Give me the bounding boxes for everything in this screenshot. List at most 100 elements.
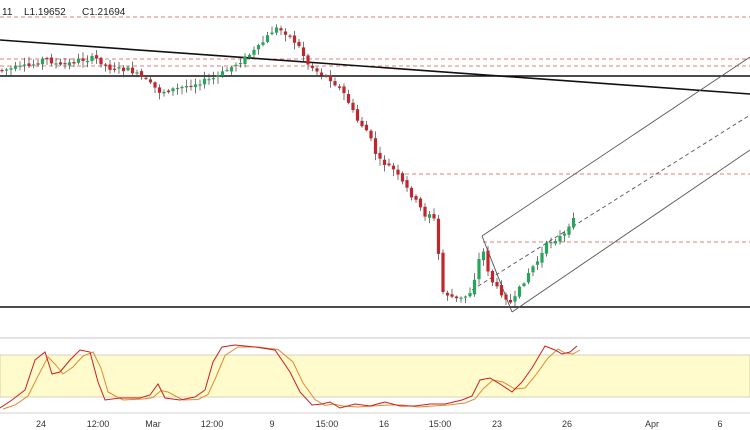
channel-upper-line xyxy=(481,56,750,237)
candle-body-down xyxy=(292,35,297,43)
candle-body-up xyxy=(229,67,234,72)
candle-body-up xyxy=(481,251,486,261)
candle-body-down xyxy=(373,138,378,154)
candle-body-up xyxy=(90,56,94,61)
candle-body-up xyxy=(180,87,184,89)
candle-body-down xyxy=(112,68,117,70)
x-tick-label: 23 xyxy=(492,419,502,429)
candle-body-up xyxy=(526,273,531,283)
candle-body-down xyxy=(450,294,454,297)
candle-body-down xyxy=(279,28,283,31)
candle-body-down xyxy=(432,214,436,219)
stochastic-panel xyxy=(0,337,750,410)
candle-body-down xyxy=(441,252,445,292)
candle-body-up xyxy=(261,42,265,45)
x-tick-label: 15:00 xyxy=(429,419,452,429)
candle-body-up xyxy=(427,214,432,218)
candle-body-up xyxy=(243,56,247,64)
candle-body-down xyxy=(45,58,49,60)
candle-body-down xyxy=(486,250,490,272)
candle-body-down xyxy=(72,62,76,64)
candle-body-up xyxy=(468,293,472,297)
candle-body-up xyxy=(513,296,517,302)
candle-body-up xyxy=(531,266,535,273)
x-tick-label: 24 xyxy=(36,419,46,429)
descending-trendline xyxy=(0,39,750,95)
candle-body-down xyxy=(360,120,364,127)
candle-body-down xyxy=(103,64,108,66)
candle-body-down xyxy=(382,159,387,165)
candle-body-up xyxy=(198,84,202,86)
candle-body-up xyxy=(463,296,468,298)
ohlc-value: 11 xyxy=(2,7,13,18)
candle-body-down xyxy=(400,173,405,182)
candle-body-up xyxy=(13,66,18,69)
x-tick-label: 26 xyxy=(562,419,572,429)
candle-body-up xyxy=(85,60,90,63)
candle-body-up xyxy=(459,297,463,299)
candle-body-up xyxy=(544,242,549,254)
candle-body-up xyxy=(252,49,256,55)
x-axis: 24 12:00 Mar 12:00 9 15:00 16 15:00 23 2… xyxy=(0,412,750,429)
candle-body-up xyxy=(4,69,9,71)
stochastic-k-line xyxy=(0,344,578,409)
x-tick-label: 12:00 xyxy=(87,419,110,429)
candle-body-up xyxy=(162,91,166,94)
candle-body-up xyxy=(211,78,216,80)
candle-body-up xyxy=(567,226,571,235)
candle-body-down xyxy=(0,70,4,72)
candle-body-down xyxy=(355,109,360,121)
candle-body-up xyxy=(270,32,274,35)
candle-body-down xyxy=(495,282,499,287)
candle-body-up xyxy=(247,54,252,58)
candle-body-down xyxy=(504,294,508,300)
candle-body-up xyxy=(76,59,81,63)
candle-body-down xyxy=(454,296,459,299)
candle-body-up xyxy=(274,27,279,33)
x-tick-label: Mar xyxy=(145,419,161,429)
candle-body-up xyxy=(472,279,477,295)
candle-body-up xyxy=(18,65,22,67)
candle-body-down xyxy=(369,130,373,139)
candle-body-down xyxy=(310,65,315,69)
candle-body-down xyxy=(148,79,153,83)
candle-body-up xyxy=(184,86,189,88)
candle-body-down xyxy=(333,81,337,86)
candle-body-down xyxy=(391,165,396,170)
candle-body-up xyxy=(171,88,175,92)
candle-body-down xyxy=(346,94,351,103)
x-tick-label: 9 xyxy=(269,419,274,429)
candle-body-down xyxy=(418,198,423,208)
candle-body-down xyxy=(288,35,292,37)
candle-body-down xyxy=(121,67,126,72)
candle-body-up xyxy=(535,261,540,265)
candle-body-up xyxy=(31,64,36,66)
candle-body-up xyxy=(135,72,139,74)
candle-body-down xyxy=(139,71,144,77)
horizontal-dashed-levels xyxy=(0,16,750,243)
x-tick-label: 6 xyxy=(717,419,722,429)
candle-body-down xyxy=(49,57,54,64)
candle-body-down xyxy=(508,299,513,303)
ohlc-value: C1.21694 xyxy=(82,7,126,18)
support-resistance-lines xyxy=(0,39,750,308)
candle-body-down xyxy=(144,77,148,79)
candle-body-down xyxy=(378,152,382,159)
candle-body-down xyxy=(94,55,99,59)
candle-body-up xyxy=(126,67,130,71)
x-tick-label: Apr xyxy=(645,419,659,429)
candle-body-up xyxy=(117,67,121,69)
candle-body-up xyxy=(562,233,567,236)
candle-body-down xyxy=(81,58,85,61)
candle-body-up xyxy=(193,84,198,88)
candle-body-down xyxy=(315,68,319,72)
candle-body-down xyxy=(337,86,342,88)
candle-body-down xyxy=(157,87,162,93)
candle-body-up xyxy=(220,71,225,76)
candle-body-down xyxy=(396,169,400,175)
candle-body-down xyxy=(130,67,135,74)
candle-body-up xyxy=(225,70,229,72)
candle-body-down xyxy=(99,57,103,65)
candle-body-down xyxy=(297,41,301,47)
